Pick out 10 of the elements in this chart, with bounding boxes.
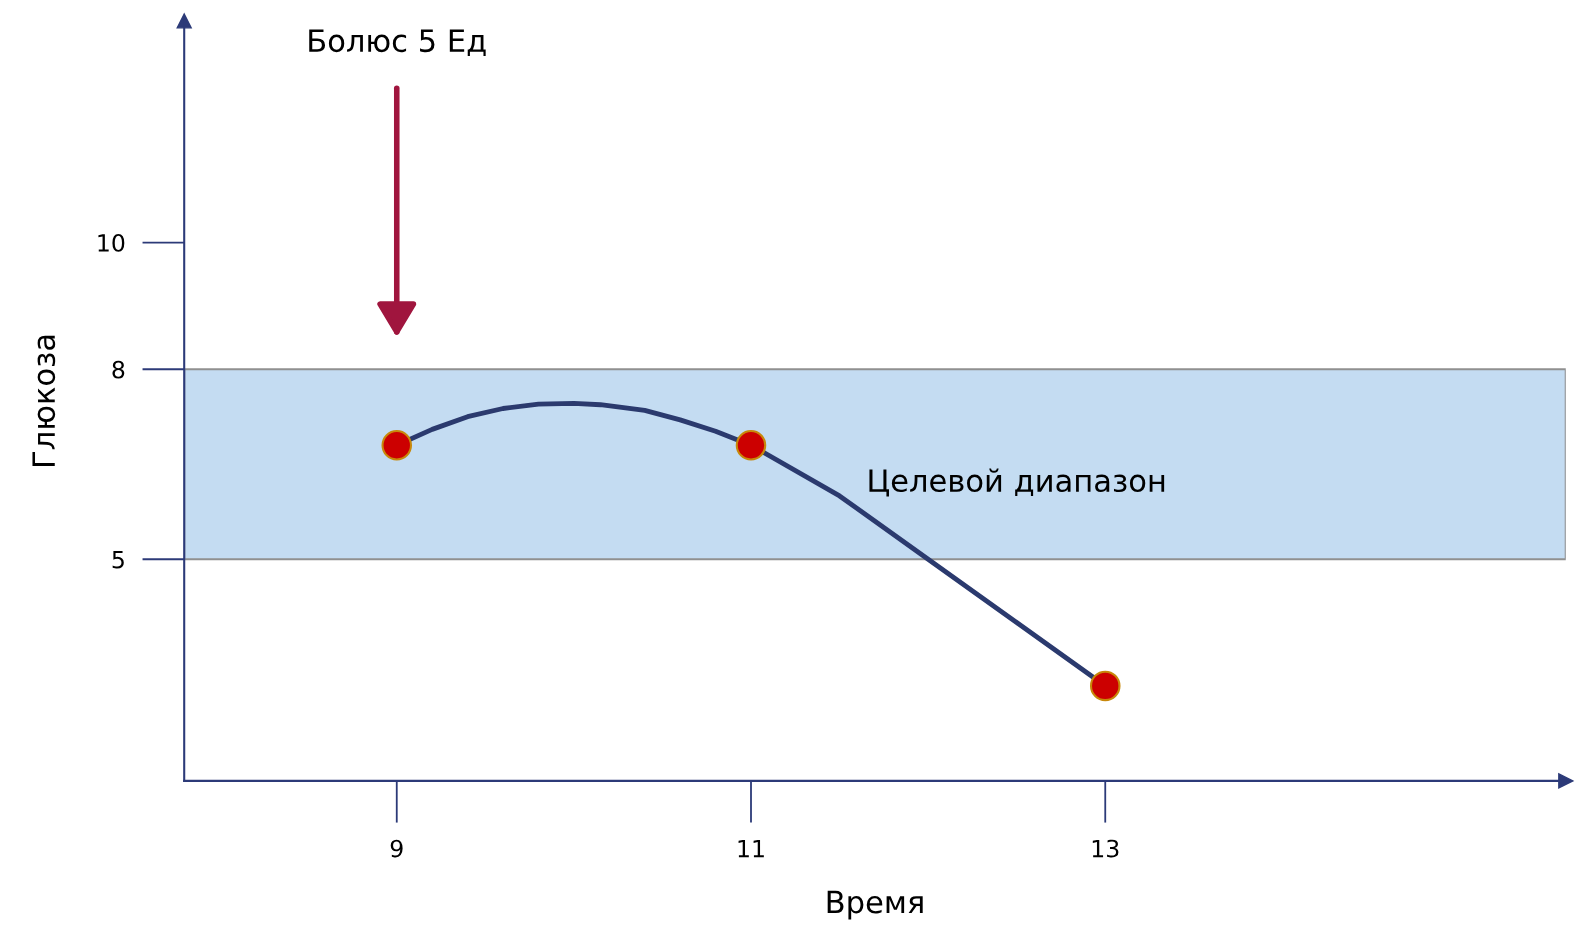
y-tick-label: 8 xyxy=(112,360,125,379)
annotation: Болюс 5 Ед xyxy=(309,29,486,56)
y-tick-label: 5 xyxy=(112,550,124,569)
y-tick-label: 10 xyxy=(98,234,125,252)
x-tick-label: 13 xyxy=(1092,839,1119,858)
x-axis-title: Время xyxy=(827,890,923,920)
band-label: Целевой диапазон xyxy=(869,468,1165,497)
x-tick-label: 11 xyxy=(738,839,764,858)
x-tick-label: 9 xyxy=(390,839,403,858)
y-axis-title: Глюкоза xyxy=(32,335,56,466)
